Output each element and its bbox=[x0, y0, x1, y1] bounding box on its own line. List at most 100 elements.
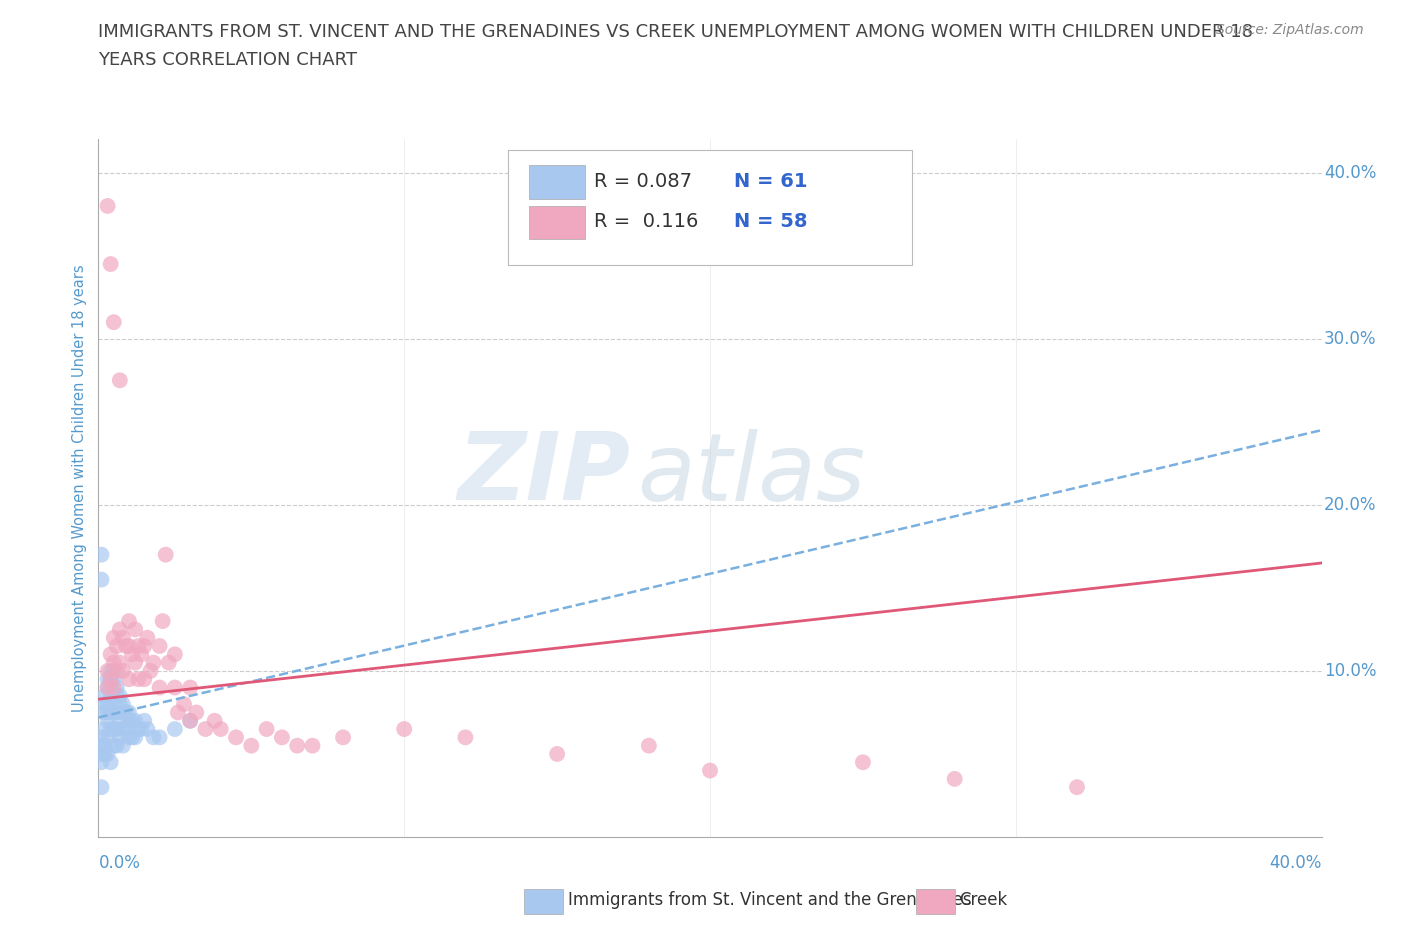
Point bbox=[179, 680, 201, 695]
Text: R = 0.087: R = 0.087 bbox=[593, 172, 692, 191]
Point bbox=[186, 705, 208, 720]
Point bbox=[97, 198, 120, 213]
Point bbox=[129, 722, 152, 737]
Point bbox=[100, 705, 122, 720]
Point bbox=[124, 655, 146, 670]
Point bbox=[149, 680, 172, 695]
Point bbox=[240, 738, 263, 753]
Point bbox=[118, 671, 141, 686]
Point bbox=[103, 705, 125, 720]
Point bbox=[108, 697, 131, 711]
Point bbox=[332, 730, 354, 745]
Point bbox=[149, 639, 172, 654]
Point bbox=[103, 738, 125, 753]
Point bbox=[111, 705, 134, 720]
Point bbox=[149, 730, 172, 745]
Point bbox=[124, 713, 146, 728]
Point bbox=[97, 730, 120, 745]
Point bbox=[134, 713, 156, 728]
Text: N = 58: N = 58 bbox=[734, 212, 808, 232]
Text: Immigrants from St. Vincent and the Grenadines: Immigrants from St. Vincent and the Gren… bbox=[568, 891, 972, 909]
Point bbox=[637, 738, 661, 753]
Point bbox=[100, 671, 122, 686]
Point bbox=[103, 655, 125, 670]
Point bbox=[111, 663, 134, 678]
Point bbox=[124, 622, 146, 637]
Point bbox=[90, 547, 112, 562]
Point bbox=[134, 671, 156, 686]
Point bbox=[108, 688, 131, 703]
Point bbox=[392, 722, 416, 737]
FancyBboxPatch shape bbox=[529, 206, 585, 239]
Point bbox=[852, 755, 875, 770]
Point bbox=[121, 713, 143, 728]
Text: IMMIGRANTS FROM ST. VINCENT AND THE GRENADINES VS CREEK UNEMPLOYMENT AMONG WOMEN: IMMIGRANTS FROM ST. VINCENT AND THE GREN… bbox=[98, 23, 1253, 41]
Point bbox=[97, 663, 120, 678]
Point bbox=[93, 722, 115, 737]
Point bbox=[105, 705, 128, 720]
Point bbox=[100, 688, 122, 703]
Point bbox=[699, 764, 721, 778]
Point bbox=[93, 747, 115, 762]
Point bbox=[167, 705, 190, 720]
Point bbox=[139, 663, 162, 678]
Point bbox=[142, 730, 165, 745]
Point bbox=[93, 697, 115, 711]
Point bbox=[194, 722, 217, 737]
Point bbox=[103, 688, 125, 703]
Point bbox=[103, 314, 125, 329]
Point bbox=[163, 647, 186, 662]
Point bbox=[301, 738, 323, 753]
Point bbox=[118, 713, 141, 728]
Text: Source: ZipAtlas.com: Source: ZipAtlas.com bbox=[1216, 23, 1364, 37]
Point bbox=[546, 747, 568, 762]
Point bbox=[270, 730, 292, 745]
Point bbox=[127, 722, 149, 737]
Point bbox=[136, 631, 159, 645]
Point bbox=[97, 680, 120, 695]
Point bbox=[111, 738, 134, 753]
Point bbox=[173, 697, 195, 711]
Point bbox=[179, 713, 201, 728]
Text: R =  0.116: R = 0.116 bbox=[593, 212, 699, 232]
Point bbox=[93, 705, 115, 720]
Point bbox=[100, 663, 122, 678]
Point bbox=[157, 655, 180, 670]
Text: 10.0%: 10.0% bbox=[1324, 662, 1376, 680]
Point bbox=[105, 680, 128, 695]
Point bbox=[97, 705, 120, 720]
Point bbox=[152, 614, 174, 629]
Point bbox=[90, 755, 112, 770]
Text: Creek: Creek bbox=[959, 891, 1008, 909]
Point bbox=[97, 671, 120, 686]
Point bbox=[121, 647, 143, 662]
Point bbox=[118, 705, 141, 720]
Text: 20.0%: 20.0% bbox=[1324, 496, 1376, 514]
Point bbox=[90, 747, 112, 762]
Point bbox=[163, 722, 186, 737]
Point bbox=[155, 547, 177, 562]
Point bbox=[118, 639, 141, 654]
Point bbox=[90, 572, 112, 587]
Point bbox=[97, 747, 120, 762]
Point bbox=[111, 722, 134, 737]
Point bbox=[105, 738, 128, 753]
Point bbox=[209, 722, 232, 737]
Text: ZIP: ZIP bbox=[457, 429, 630, 520]
Point bbox=[127, 671, 149, 686]
Point bbox=[943, 772, 966, 787]
Point bbox=[100, 755, 122, 770]
Point bbox=[225, 730, 247, 745]
Point bbox=[256, 722, 278, 737]
Text: atlas: atlas bbox=[637, 429, 865, 520]
Text: 0.0%: 0.0% bbox=[98, 855, 141, 872]
Point bbox=[124, 730, 146, 745]
Point bbox=[142, 655, 165, 670]
Point bbox=[108, 655, 131, 670]
Point bbox=[93, 688, 115, 703]
Point bbox=[90, 730, 112, 745]
Point bbox=[129, 647, 152, 662]
Point bbox=[127, 639, 149, 654]
Point bbox=[134, 639, 156, 654]
Text: N = 61: N = 61 bbox=[734, 172, 808, 191]
